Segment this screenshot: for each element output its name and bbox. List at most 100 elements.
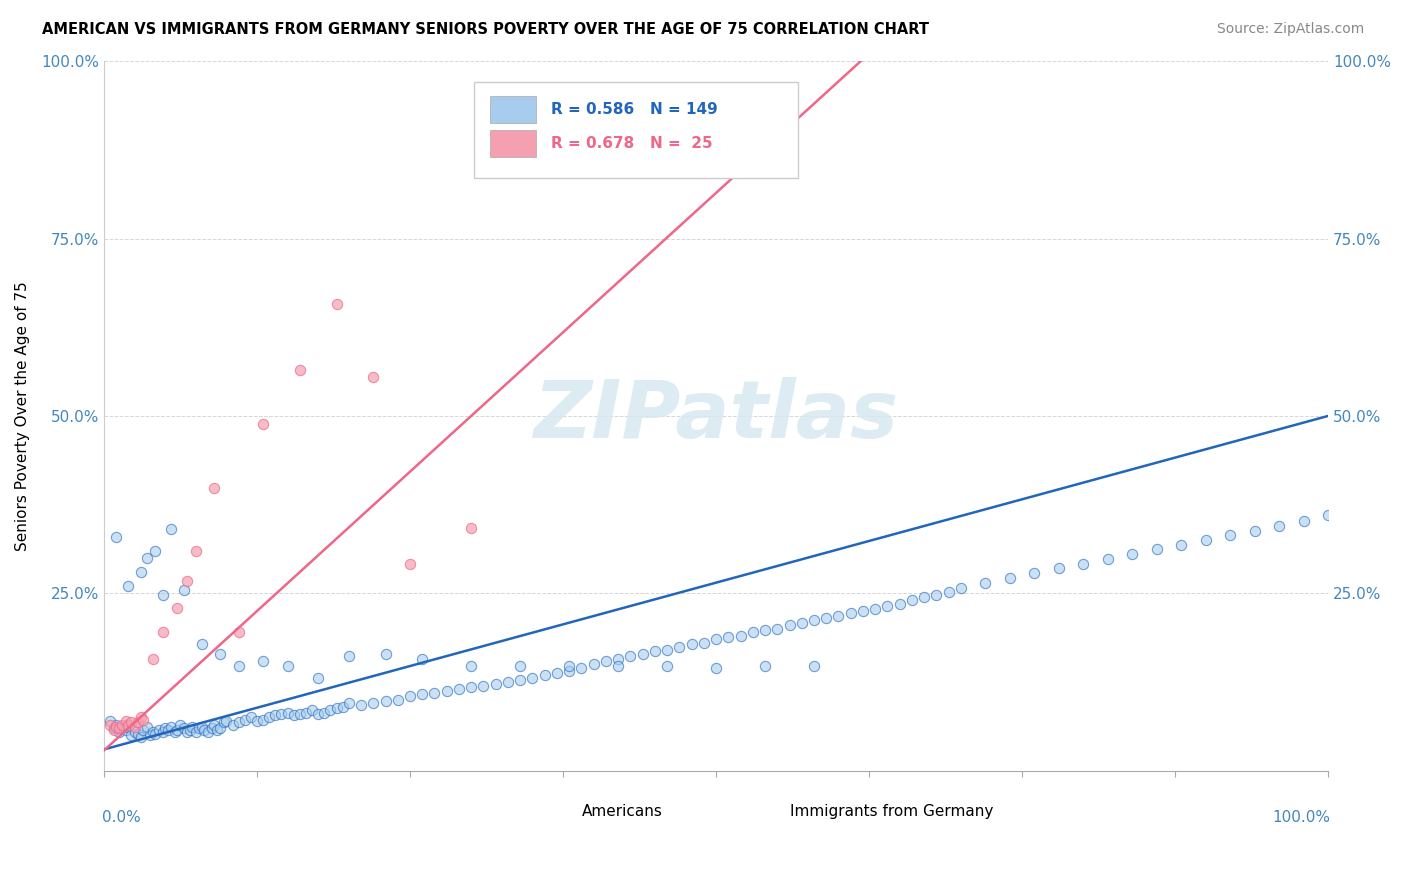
Point <box>215 714 238 728</box>
Point <box>509 658 531 673</box>
Point <box>163 724 186 739</box>
Point <box>361 370 384 384</box>
Point <box>156 723 179 737</box>
Point <box>681 637 703 651</box>
Text: 100.0%: 100.0% <box>1272 810 1330 825</box>
Point <box>423 686 446 700</box>
Point <box>264 708 287 723</box>
Point <box>485 677 508 691</box>
Point <box>148 723 170 737</box>
Point <box>1170 538 1192 552</box>
Point <box>607 658 630 673</box>
Point <box>98 714 121 728</box>
Point <box>142 651 165 665</box>
Point <box>314 706 336 720</box>
Text: AMERICAN VS IMMIGRANTS FROM GERMANY SENIORS POVERTY OVER THE AGE OF 75 CORRELATI: AMERICAN VS IMMIGRANTS FROM GERMANY SENI… <box>42 22 929 37</box>
Point <box>283 708 305 723</box>
Point <box>533 668 555 682</box>
Point <box>1071 557 1094 571</box>
Point <box>169 717 191 731</box>
Point <box>350 698 373 713</box>
Point <box>191 720 214 734</box>
Point <box>277 706 299 720</box>
Point <box>209 721 232 735</box>
Point <box>644 644 666 658</box>
Point <box>938 585 960 599</box>
Point <box>741 625 763 640</box>
Point <box>337 696 360 710</box>
FancyBboxPatch shape <box>538 803 572 821</box>
Point <box>252 713 274 727</box>
FancyBboxPatch shape <box>474 82 799 178</box>
Point <box>460 680 482 694</box>
Point <box>105 720 128 734</box>
Text: R = 0.678   N =  25: R = 0.678 N = 25 <box>551 136 713 151</box>
Point <box>754 624 776 638</box>
Point <box>98 717 121 731</box>
FancyBboxPatch shape <box>489 96 536 123</box>
Point <box>107 721 129 735</box>
Point <box>160 720 183 734</box>
Point <box>779 618 801 632</box>
Point <box>117 579 139 593</box>
Point <box>139 728 162 742</box>
Point <box>277 658 299 673</box>
Point <box>179 723 201 737</box>
Point <box>1047 561 1070 575</box>
Point <box>1292 514 1315 528</box>
Text: R = 0.586   N = 149: R = 0.586 N = 149 <box>551 102 717 117</box>
Point <box>1024 566 1046 581</box>
Point <box>120 715 142 730</box>
Point <box>270 706 292 721</box>
Point <box>325 297 347 311</box>
Point <box>205 723 228 737</box>
Point <box>212 715 235 730</box>
Point <box>202 717 225 731</box>
Point <box>129 730 152 744</box>
Point <box>221 717 243 731</box>
Point <box>135 550 157 565</box>
Point <box>129 710 152 724</box>
Point <box>571 661 593 675</box>
Point <box>120 728 142 742</box>
Point <box>107 724 129 739</box>
Point <box>730 629 752 643</box>
Point <box>202 481 225 495</box>
Point <box>252 654 274 668</box>
Point <box>546 665 568 680</box>
Point <box>288 706 311 721</box>
Point <box>176 724 198 739</box>
Point <box>145 543 167 558</box>
Point <box>1219 528 1241 542</box>
Point <box>815 611 838 625</box>
Point <box>704 661 727 675</box>
Point <box>974 575 997 590</box>
Point <box>582 657 605 672</box>
Point <box>1243 524 1265 538</box>
Point <box>173 721 195 735</box>
Point <box>127 715 149 730</box>
Point <box>558 658 581 673</box>
Point <box>257 710 280 724</box>
Point <box>411 687 433 701</box>
Point <box>239 710 262 724</box>
Point <box>307 706 329 721</box>
Point <box>1146 542 1168 557</box>
Point <box>184 724 207 739</box>
Point <box>619 648 641 663</box>
Point <box>472 679 495 693</box>
Point <box>252 417 274 432</box>
Point <box>197 724 219 739</box>
Point <box>901 593 924 607</box>
Point <box>863 602 886 616</box>
Point <box>839 606 862 620</box>
Point <box>132 723 155 737</box>
Point <box>129 565 152 579</box>
Point <box>766 622 789 636</box>
Point <box>387 692 409 706</box>
Point <box>803 613 825 627</box>
Point <box>1195 533 1218 547</box>
Point <box>631 647 654 661</box>
Point <box>117 720 139 734</box>
Point <box>655 658 678 673</box>
